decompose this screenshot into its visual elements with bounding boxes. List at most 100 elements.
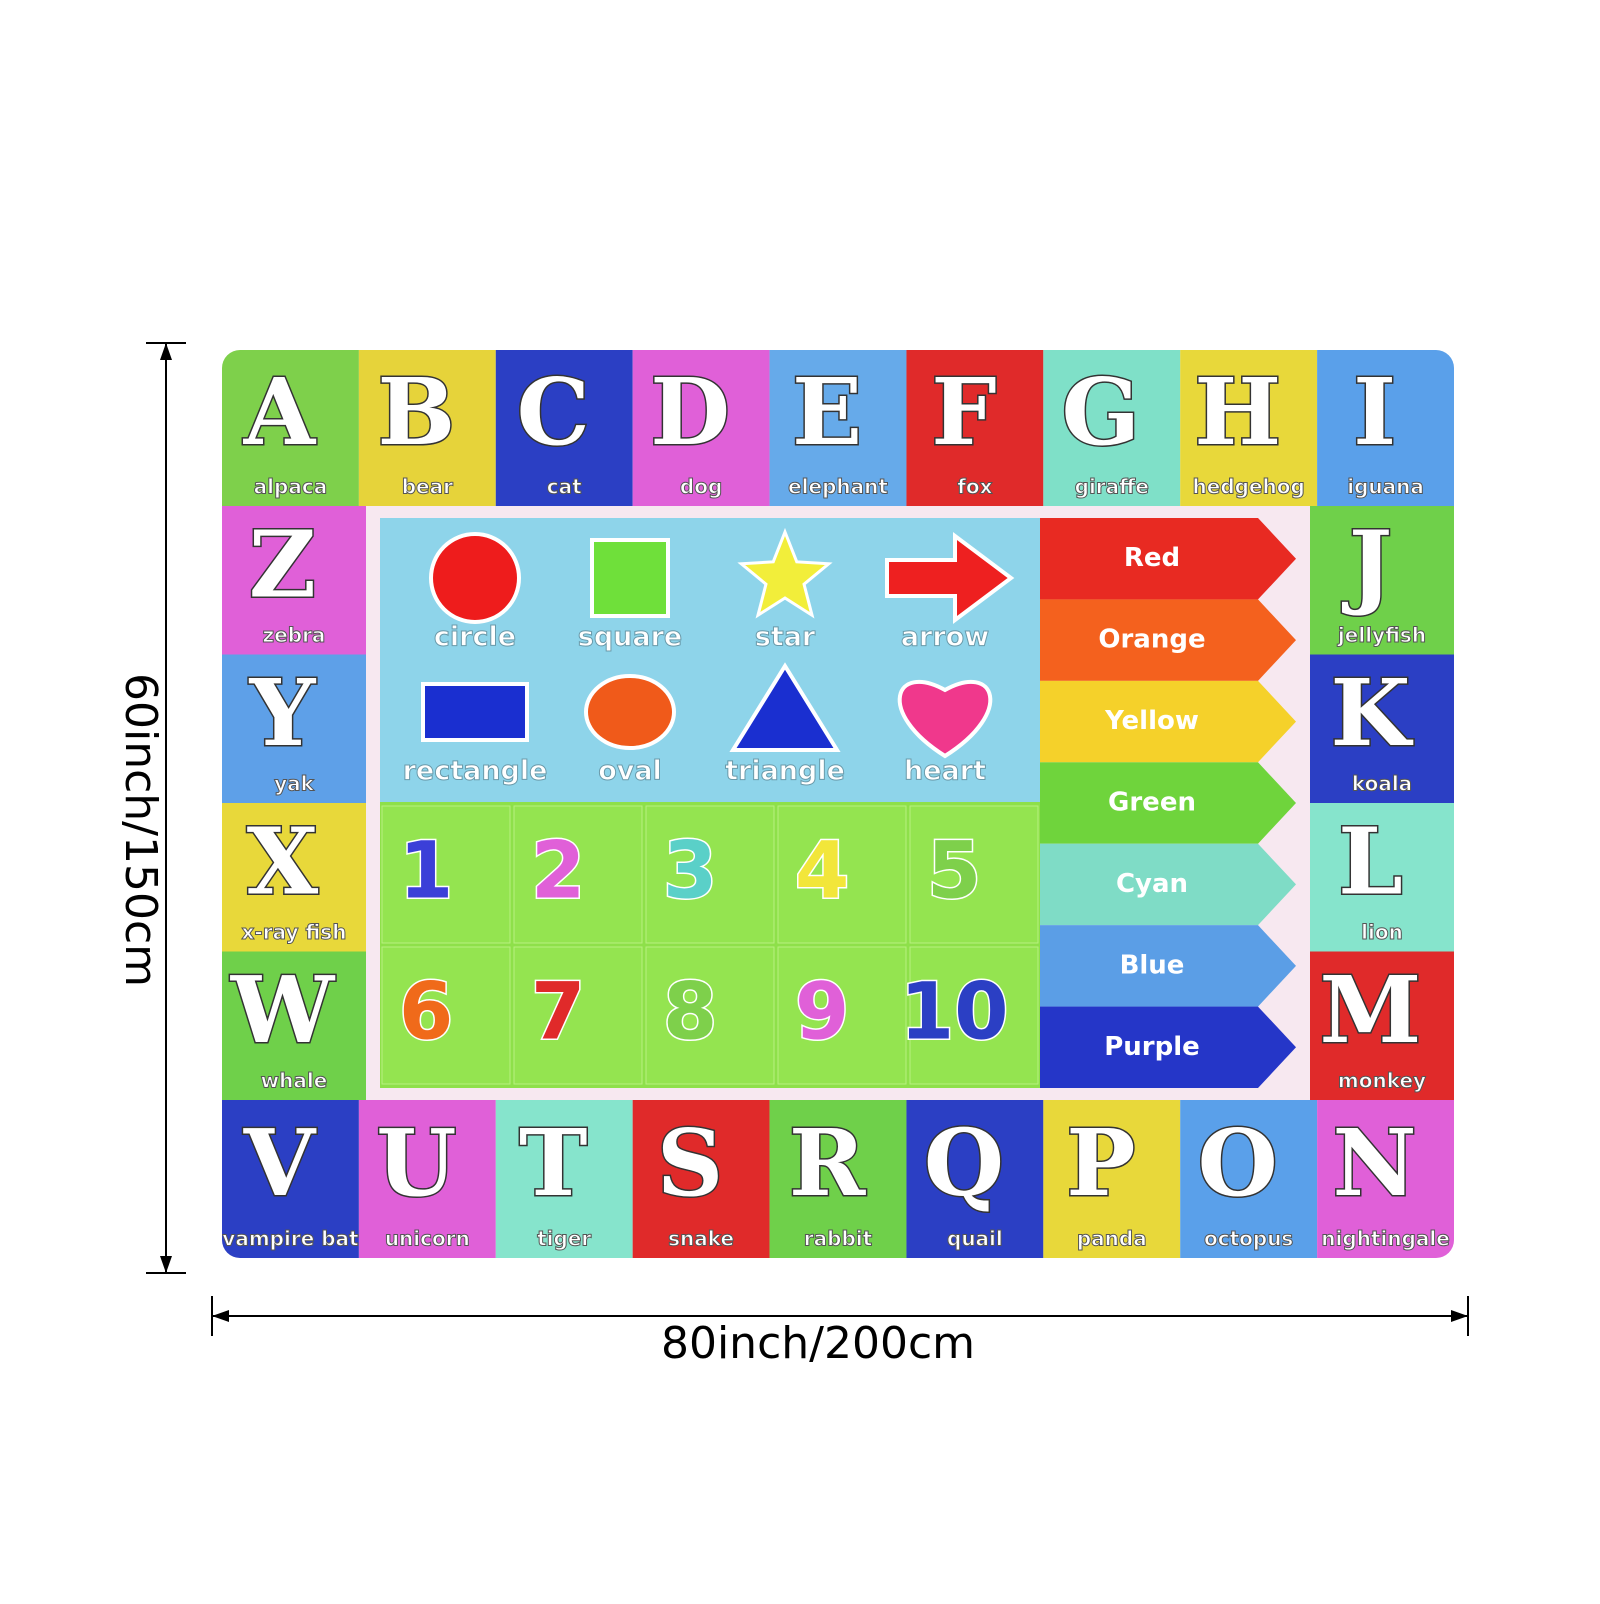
color-name: Orange	[1098, 625, 1205, 655]
color-name: Purple	[1104, 1032, 1200, 1062]
tile-word: dog	[680, 475, 722, 499]
tile-letter: F	[931, 358, 996, 466]
shape-label: rectangle	[403, 756, 548, 787]
letter-tile	[769, 350, 907, 506]
tile-letter: C	[517, 358, 590, 466]
tile-word: whale	[261, 1069, 328, 1093]
tile-word: alpaca	[254, 475, 328, 499]
tile-letter: J	[1342, 511, 1393, 619]
number: 6	[399, 967, 453, 1057]
letter-tile	[222, 803, 366, 952]
shape-label: star	[755, 622, 816, 653]
tile-word: quail	[947, 1227, 1003, 1251]
tile-word: bear	[402, 475, 453, 499]
tile-letter: Q	[924, 1109, 1004, 1217]
rectangle-shape	[421, 682, 529, 742]
tile-letter: H	[1194, 358, 1281, 466]
color-band-tip	[1258, 680, 1296, 763]
arrow-head	[160, 1256, 172, 1273]
number: 3	[663, 826, 717, 916]
star-shape	[737, 527, 833, 619]
arrow-head	[212, 1310, 229, 1322]
number: 9	[795, 967, 849, 1057]
number-cell	[645, 946, 775, 1085]
height-label: 60inch/150cm	[115, 673, 166, 987]
number: 2	[531, 826, 585, 916]
tile-letter: T	[519, 1109, 587, 1217]
shape-label: circle	[434, 622, 516, 653]
letter-tile	[495, 1100, 633, 1258]
tile-word: panda	[1077, 1227, 1147, 1251]
tile-word: iguana	[1347, 475, 1424, 499]
letter-tile	[358, 1100, 496, 1258]
letter-tile	[358, 350, 496, 506]
number-cell	[381, 946, 511, 1085]
color-band-tip	[1258, 599, 1296, 681]
color-band	[1040, 925, 1258, 1007]
shape-label: heart	[904, 756, 986, 787]
number-cell	[777, 805, 907, 944]
letter-tile	[769, 1100, 907, 1258]
color-band-tip	[1258, 762, 1296, 844]
letter-tile	[1317, 350, 1454, 506]
color-band	[1040, 1006, 1258, 1088]
tile-letter: Y	[249, 659, 317, 767]
letter-tile	[222, 1100, 359, 1258]
oval-shape	[584, 674, 676, 750]
number-cell	[909, 805, 1039, 944]
letter-tile	[1180, 1100, 1318, 1258]
tile-letter: B	[377, 358, 455, 466]
tile-letter: O	[1198, 1109, 1278, 1217]
color-band	[1040, 762, 1258, 844]
width-dimension: 80inch/200cm	[211, 1296, 1469, 1369]
tile-letter: A	[243, 358, 317, 466]
number-cell	[381, 805, 511, 944]
tile-word: yak	[274, 772, 315, 796]
tile-letter: X	[247, 808, 319, 916]
tile-word: koala	[1352, 772, 1412, 796]
circle-shape	[429, 532, 521, 624]
number: 5	[927, 826, 981, 916]
number: 8	[663, 967, 717, 1057]
letter-tile	[222, 654, 366, 803]
tile-word: zebra	[263, 623, 326, 647]
arrow-head	[160, 343, 172, 360]
tile-letter: M	[1320, 956, 1422, 1064]
letter-tile	[1310, 803, 1454, 952]
number-cell	[645, 805, 775, 944]
tile-letter: G	[1062, 358, 1141, 466]
tile-letter: P	[1066, 1109, 1135, 1217]
color-name: Blue	[1120, 950, 1185, 980]
tile-letter: V	[243, 1109, 317, 1217]
tile-word: lion	[1361, 920, 1403, 944]
letter-tile	[222, 951, 366, 1100]
letter-tile	[632, 350, 770, 506]
tile-word: unicorn	[385, 1227, 470, 1251]
number-cell	[513, 946, 643, 1085]
tile-word: giraffe	[1075, 475, 1149, 499]
color-name: Cyan	[1116, 869, 1188, 899]
color-name: Green	[1108, 788, 1196, 818]
tile-letter: U	[376, 1109, 456, 1217]
color-name: Yellow	[1104, 706, 1199, 736]
color-band	[1040, 680, 1258, 763]
letter-tile	[906, 350, 1044, 506]
tile-word: x-ray fish	[242, 920, 347, 944]
shape-label: arrow	[901, 622, 989, 653]
tile-letter: L	[1338, 808, 1403, 916]
color-band-tip	[1258, 925, 1296, 1007]
square-shape	[590, 538, 670, 618]
letter-tile	[632, 1100, 770, 1258]
letter-tile	[1310, 951, 1454, 1100]
tile-word: jellyfish	[1337, 623, 1426, 647]
tile-letter: K	[1330, 659, 1413, 767]
letter-tile	[1310, 506, 1454, 655]
color-band-tip	[1258, 518, 1296, 600]
number-cell	[777, 946, 907, 1085]
letter-tile	[495, 350, 633, 506]
tile-word: hedgehog	[1193, 475, 1305, 499]
color-band-tip	[1258, 1006, 1296, 1088]
tile-letter: W	[230, 956, 336, 1064]
